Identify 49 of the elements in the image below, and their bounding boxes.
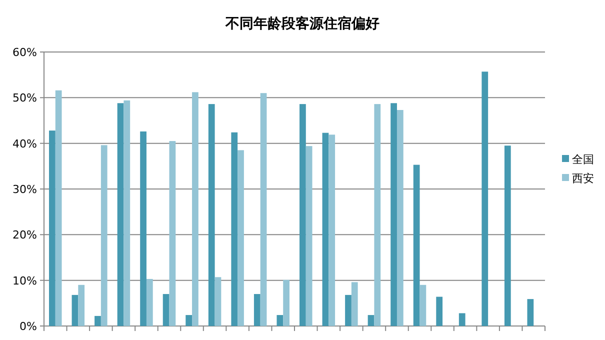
bar (117, 103, 124, 326)
bar (124, 100, 130, 326)
bar (306, 146, 312, 326)
y-tick-label: 10% (12, 274, 37, 288)
bar (214, 277, 222, 326)
bar (254, 294, 260, 326)
bar (413, 164, 420, 326)
bar (231, 132, 238, 326)
y-tick-label: 40% (12, 137, 37, 150)
bar (186, 315, 192, 326)
bar (345, 294, 352, 326)
y-tick-label: 60% (12, 46, 37, 59)
bar (283, 280, 290, 326)
bar (351, 282, 358, 326)
bar (322, 132, 329, 326)
bar (368, 315, 374, 326)
bar (208, 104, 215, 326)
bar (78, 284, 85, 326)
bar (420, 284, 426, 326)
bar (169, 141, 176, 326)
bar (55, 90, 62, 326)
bar (49, 130, 56, 326)
y-tick-label: 0% (20, 320, 37, 333)
y-tick-label: 30% (12, 183, 37, 196)
bar (482, 72, 488, 326)
bar (436, 296, 443, 326)
chart-title: 不同年龄段客源住宿偏好 (224, 15, 380, 32)
bar (260, 93, 267, 326)
bar (238, 150, 244, 326)
bar (100, 145, 108, 326)
bar (527, 299, 534, 326)
bar (276, 315, 284, 326)
bar (72, 294, 78, 326)
bar (374, 104, 381, 326)
bar (140, 131, 146, 326)
legend-label: 全国 (572, 153, 594, 166)
legend-label: 西安 (572, 172, 594, 185)
y-tick-label: 50% (12, 92, 37, 105)
bar (328, 134, 336, 326)
bar (300, 104, 306, 326)
y-tick-label: 20% (12, 228, 37, 242)
bar (390, 103, 397, 326)
bar (504, 146, 511, 326)
bar (192, 92, 198, 326)
bar (162, 294, 170, 326)
bar (94, 316, 101, 326)
bar (458, 313, 466, 326)
bar (396, 110, 404, 326)
bar (146, 278, 153, 326)
